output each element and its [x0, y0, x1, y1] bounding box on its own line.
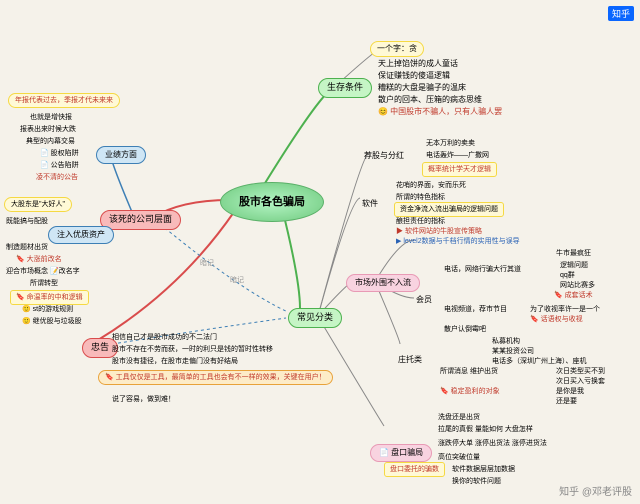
pk-0: 洗盘还是出货	[438, 412, 480, 422]
z2: 电话多（深圳广州上海）、座机	[492, 356, 587, 366]
survive-item-1: 天上掉馅饼的成人童话	[378, 58, 458, 69]
b2: 网站比赛多	[560, 280, 595, 290]
bigshare: 大股东是"大好人"	[4, 197, 72, 212]
asset-2: 🔖 大涨前改名	[16, 254, 62, 264]
asset-3: 迎合市场概念 📝改名字	[6, 266, 80, 276]
survive-item-4: 散户的回本、压箱的病态思维	[378, 94, 482, 105]
b3: 🔖 成套话术	[554, 290, 593, 300]
asset-0: 既能搞与配股	[6, 216, 48, 226]
common-node: 常见分类	[288, 308, 342, 328]
sr-1: 电话轰炸——广撒网	[426, 150, 489, 160]
sf-5: ▶ level2数据与千档行情的实用性与误导	[396, 236, 520, 246]
b0: 逻辑问题	[560, 260, 588, 270]
survive-node: 生存条件	[318, 78, 372, 98]
note1: 暗记	[230, 275, 244, 285]
mem-1: 电视频道，荐市节目	[444, 304, 507, 314]
sf-1: 所谓的特色指标	[396, 192, 445, 202]
biz-node: 业绩方面	[96, 146, 146, 164]
biz-5: 凌不清的公告	[36, 172, 78, 182]
connector-lines	[0, 0, 640, 504]
member: 会员	[416, 294, 432, 305]
asset-1: 制造题材出货	[6, 242, 48, 252]
biz-2: 典型的内幕交易	[26, 136, 75, 146]
z7: 是你是我	[556, 386, 584, 396]
age-note: 年报代表过去，季报才代未来来	[8, 93, 120, 108]
soft: 软件	[362, 198, 378, 209]
z1: 某某投资公司	[492, 346, 534, 356]
note2: 暗记	[200, 258, 214, 268]
pk-5: 软件数据层层加数据	[452, 464, 515, 474]
z6: 🔖 稳定盈利的对象	[440, 386, 500, 396]
adv-4: 说了容易，做到难！	[112, 394, 175, 404]
pk-2: 涨跌停大单 涨停出货法 涨停进货法	[438, 438, 547, 448]
adv-2: 股市没有捷径，在股市走偏门没有好结局	[112, 356, 238, 366]
b1: qq群	[560, 270, 575, 280]
biz-4: 📄 公告陷阱	[40, 160, 79, 170]
center-topic: 股市各色骗局	[220, 182, 324, 222]
outside: 市场外围不入流	[346, 274, 420, 292]
z3: 所谓消息 维护出货	[440, 366, 498, 376]
pk-1: 拉尾的真假 量能如何 大盘怎样	[438, 424, 533, 434]
sf-4: ▶ 软件网站的牛股宣传策略	[396, 226, 482, 236]
survive-item-0: 一个字：贪	[370, 41, 424, 57]
survive-item-3: 糟糕的大盘是骗子的温床	[378, 82, 466, 93]
sr-2: 概率统计学天才逻辑	[422, 162, 497, 177]
mem-2: 散户认倒霉吧	[444, 324, 486, 334]
adv-0: 相信自己才是股市成功的不二法门	[112, 332, 217, 342]
sf-3: 酿担责任的指标	[396, 216, 445, 226]
biz-1: 报表出来时候大跌	[20, 124, 76, 134]
asset-7: 🙂 继优股与垃圾股	[22, 316, 82, 326]
adv-3: 🔖 工具仅仅是工具，最简单的工具也会有不一样的效果，关键在用户！	[98, 370, 333, 385]
pk-3: 高位突破位量	[438, 452, 480, 462]
adv-1: 股市不存在不劳而获，一时的利只是钱的暂时性转移	[112, 344, 273, 354]
z5: 次日买入亏换套	[556, 376, 605, 386]
pankou: 📄 盘口骗局	[370, 444, 432, 462]
z4: 次日类型买不到	[556, 366, 605, 376]
biz-0: 也就是增快报	[30, 112, 72, 122]
asset-6: 🙂 st的游戏规则	[22, 304, 73, 314]
z0: 私募机构	[492, 336, 520, 346]
bull: 牛市最疯狂	[556, 248, 591, 258]
survive-item-2: 保证赚钱的傻逼逻辑	[378, 70, 450, 81]
asset-4: 所谓转型	[30, 278, 58, 288]
sf-2: 资金净流入流出骗局的逻辑问题	[394, 202, 504, 217]
deadco-node: 该死的公司层面	[100, 210, 181, 230]
zhihu-logo: 知乎	[608, 6, 634, 21]
stockrec: 荐股与分红	[364, 150, 404, 161]
z8: 还是要	[556, 396, 577, 406]
mem-0: 电话，网络行骗大行其道	[444, 264, 521, 274]
sf-0: 花哨的界面，安而乐死	[396, 180, 466, 190]
watermark: 知乎 @邓老评股	[559, 483, 632, 498]
tv1: 🔖 话语权与收视	[530, 314, 583, 324]
biz-3: 📄 股权陷阱	[40, 148, 79, 158]
survive-item-5: 😊 中国股市不骗人，只有人骗人罢	[378, 106, 502, 117]
pk-6: 换你的软件问题	[452, 476, 501, 486]
sr-0: 无本万利的卖卖	[426, 138, 475, 148]
asset-node: 注入优质资产	[48, 226, 114, 244]
pk-4: 盘口委托的骗数	[384, 462, 445, 477]
tv0: 为了收视率许一是一个	[530, 304, 600, 314]
zhuang: 庄托类	[398, 354, 422, 365]
asset-5: 🔖 命温率的中和逻辑	[10, 290, 89, 305]
